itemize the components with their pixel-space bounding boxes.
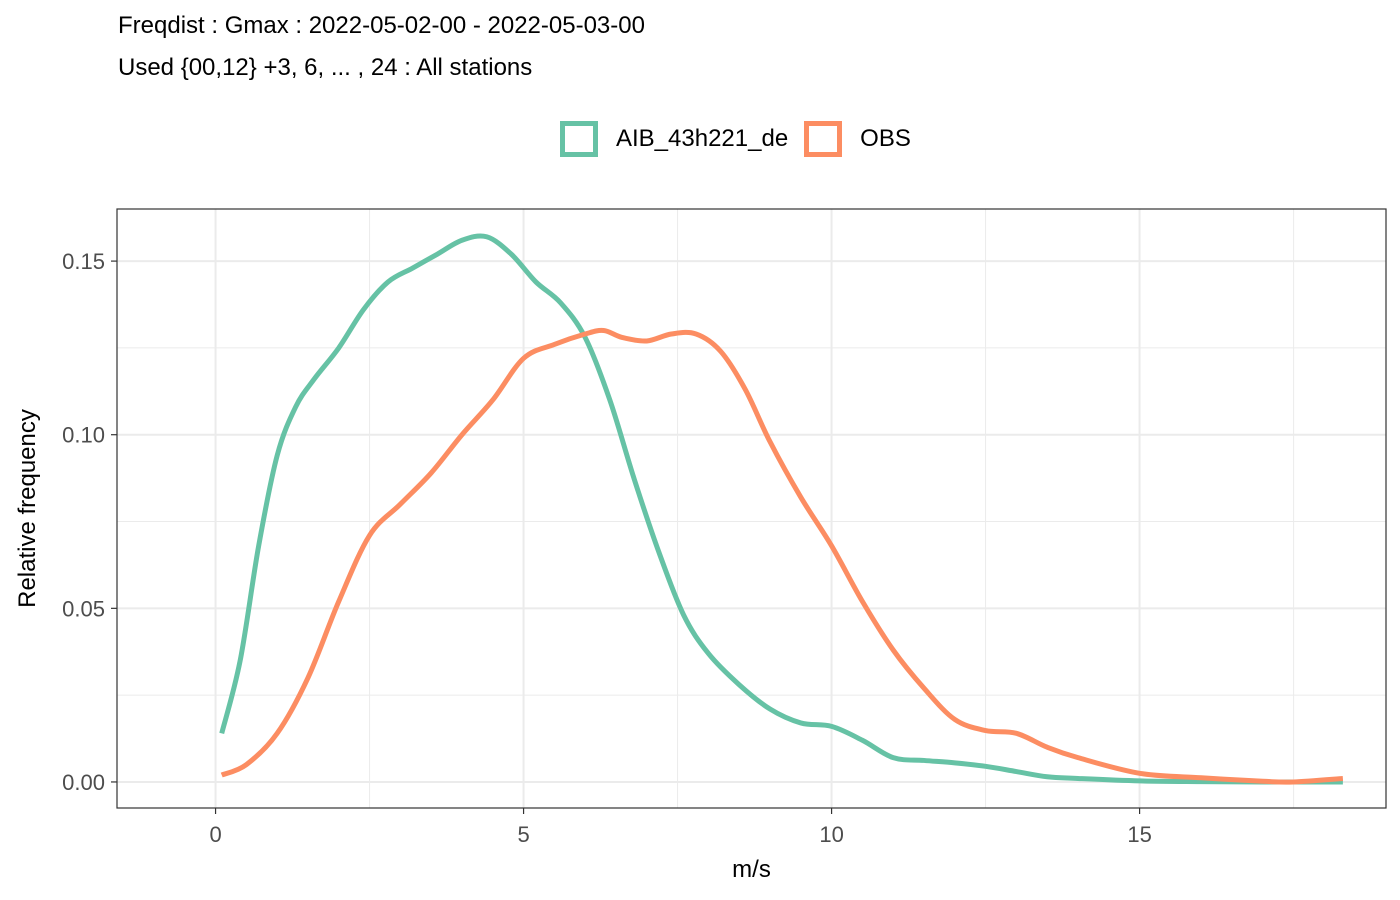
y-axis-title: Relative frequency [14, 409, 41, 608]
legend-item-aib: AIB_43h221_de [560, 121, 788, 157]
series-line-aib [219, 233, 1343, 785]
grid-major [117, 209, 1386, 808]
x-tick-label: 10 [819, 822, 843, 847]
x-tick-label: 5 [517, 822, 529, 847]
chart-title: Freqdist : Gmax : 2022-05-02-00 - 2022-0… [118, 12, 645, 39]
legend-item-obs: OBS [804, 121, 911, 157]
legend-key-aib [560, 121, 598, 157]
axis-ticks: 0 5 10 15 0.00 0.05 0.10 0.15 [62, 249, 1152, 847]
x-tick-label: 0 [209, 822, 221, 847]
series-lines [219, 233, 1344, 785]
y-tick-label: 0.05 [62, 596, 105, 621]
y-tick-label: 0.15 [62, 249, 105, 274]
legend-label-obs: OBS [860, 125, 911, 152]
grid-minor [117, 209, 1386, 808]
y-tick-label: 0.00 [62, 770, 105, 795]
x-tick-label: 15 [1127, 822, 1151, 847]
legend: AIB_43h221_de OBS [560, 118, 927, 160]
x-axis-title: m/s [732, 856, 771, 883]
legend-label-aib: AIB_43h221_de [616, 125, 789, 152]
panel-border [116, 208, 1387, 809]
series-line-obs [220, 327, 1344, 785]
chart-subtitle: Used {00,12} +3, 6, ... , 24 : All stati… [118, 54, 533, 81]
legend-key-obs [804, 121, 843, 157]
y-tick-label: 0.10 [62, 423, 105, 448]
